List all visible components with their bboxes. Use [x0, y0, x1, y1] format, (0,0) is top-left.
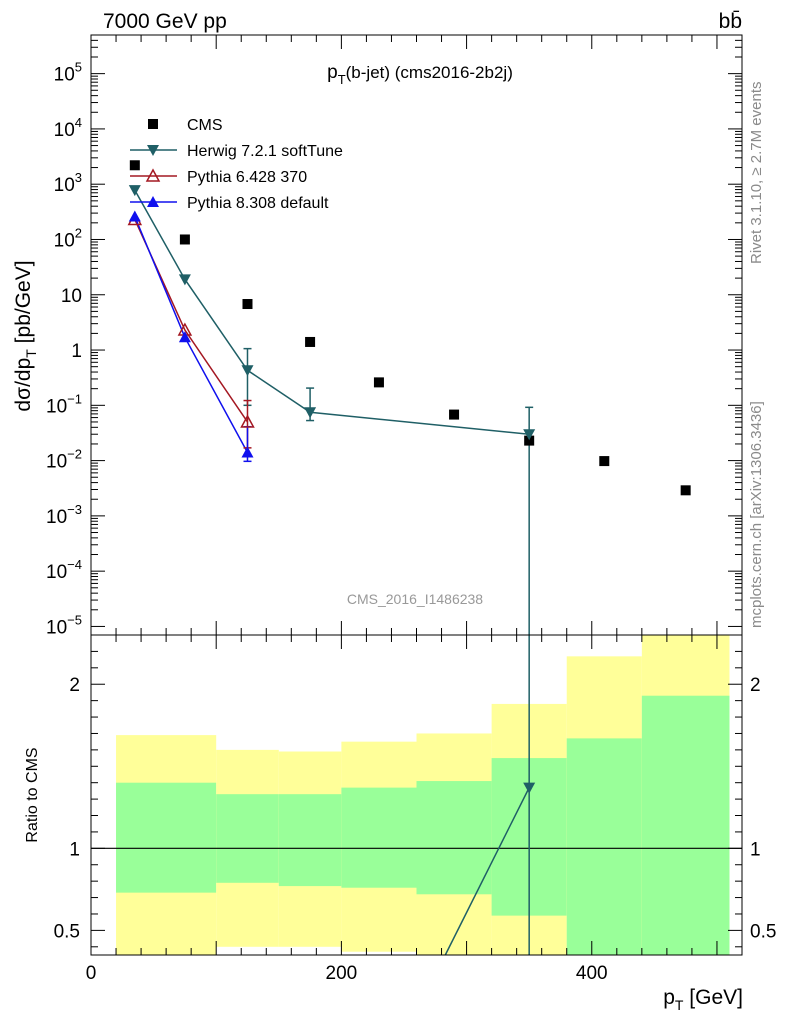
data-point-cms [681, 485, 691, 495]
legend-label: Pythia 8.308 default [187, 195, 329, 212]
ratio-y-tick-label-right: 0.5 [750, 921, 776, 942]
y-tick-label: 10−3 [46, 502, 82, 528]
main-y-axis-label: dσ/dpT [pb/GeV] [12, 260, 39, 411]
y-tick-label: 10−1 [46, 391, 82, 417]
uncertainty-band-inner [567, 738, 642, 955]
x-tick-label: 0 [86, 963, 97, 984]
data-point-pythia [129, 211, 141, 222]
ratio-y-tick-label: 2 [69, 675, 80, 696]
data-point-herwig [129, 185, 141, 196]
y-tick-label: 10−2 [46, 447, 82, 473]
main-panel: 10−5 10−4 10−3 10−2 10−1 1 10 102 103 104 105 pT(b… [12, 35, 742, 638]
ratio-plot-marks [91, 635, 742, 955]
data-point-cms [449, 410, 459, 420]
data-point-cms [599, 456, 609, 466]
series-line-2 [135, 219, 248, 421]
mcplots-label: mcplots.cern.ch [arXiv:1306.3436] [748, 401, 765, 628]
legend: CMS Herwig 7.2.1 softTune Pythia 6.428 370… [130, 117, 343, 212]
legend-label: Herwig 7.2.1 softTune [187, 143, 343, 160]
y-tick-label: 103 [54, 170, 82, 196]
watermark: CMS_2016_I1486238 [347, 591, 483, 607]
y-tick-label: 10−5 [46, 612, 82, 638]
data-point-cms [130, 160, 140, 170]
ratio-y-tick-label: 0.5 [54, 921, 80, 942]
x-axis-label: pT [GeV] [663, 986, 743, 1013]
main-plot-marks [129, 160, 691, 635]
y-tick-label: 1 [71, 341, 82, 362]
y-tick-label: 104 [54, 115, 82, 141]
uncertainty-band-inner [216, 794, 279, 883]
series-line-1 [135, 190, 529, 434]
uncertainty-band-inner [279, 794, 342, 886]
process-label: bb̄ [719, 10, 742, 33]
ratio-y-axis-label: Ratio to CMS [24, 747, 41, 842]
y-tick-label: 10 [61, 286, 82, 307]
x-tick-label: 400 [576, 963, 608, 984]
energy-label: 7000 GeV pp [103, 10, 227, 33]
y-tick-label: 102 [54, 225, 82, 251]
data-point-cms [180, 234, 190, 244]
legend-label: Pythia 6.428 370 [187, 169, 307, 186]
data-point-pythia [241, 447, 253, 458]
y-tick-label: 105 [54, 60, 82, 86]
uncertainty-band-inner [642, 696, 730, 955]
legend-marker [148, 119, 158, 129]
uncertainty-band-inner [116, 783, 216, 893]
ratio-y-tick-label-right: 2 [750, 675, 761, 696]
ratio-panel: 0.5 0.5 1 1 2 2 0 200 400 Ratio to CMS pT [GeV] [24, 635, 776, 1013]
uncertainty-band-inner [341, 788, 416, 888]
data-point-herwig [179, 274, 191, 285]
ratio-y-tick-label-right: 1 [750, 839, 761, 860]
main-plot-title: pT(b-jet) (cms2016-2b2j) [327, 62, 513, 87]
y-tick-label: 10−4 [46, 557, 82, 583]
ratio-y-tick-label: 1 [69, 839, 80, 860]
x-tick-label: 200 [326, 963, 358, 984]
data-point-cms [242, 299, 252, 309]
data-point-cms [305, 337, 315, 347]
legend-label: CMS [187, 117, 223, 134]
data-point-cms [374, 377, 384, 387]
figure: 7000 GeV pp bb̄ Rivet 3.1.10, ≥ 2.7M eve… [0, 0, 786, 1024]
rivet-label: Rivet 3.1.10, ≥ 2.7M events [748, 82, 765, 265]
uncertainty-band-inner [417, 781, 492, 894]
data-point-herwig [241, 365, 253, 376]
